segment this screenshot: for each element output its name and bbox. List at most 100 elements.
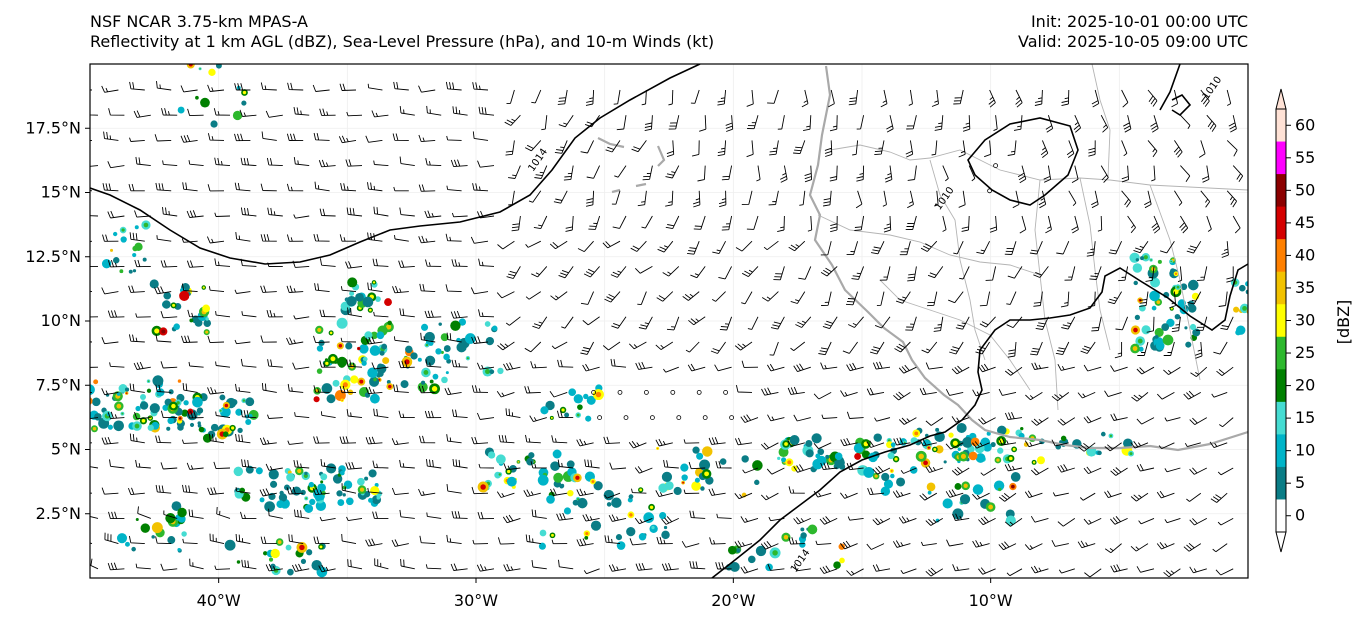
- wind-barb: [524, 341, 542, 353]
- wind-barb: [181, 335, 198, 343]
- wind-barb: [949, 341, 964, 355]
- wind-barb: [556, 512, 574, 521]
- reflectivity-cell: [177, 424, 184, 431]
- reflectivity-cell: [363, 491, 371, 498]
- wind-barb: [1196, 316, 1208, 331]
- wind-barb: [683, 489, 700, 494]
- wind-barb: [735, 384, 753, 393]
- reflectivity-cell: [376, 331, 385, 340]
- country-border-6: [1149, 184, 1201, 381]
- lon-tick-label: 40°W: [197, 591, 241, 610]
- wind-barb: [613, 89, 621, 105]
- reflectivity-cell: [376, 495, 381, 500]
- wind-barb: [1164, 517, 1181, 524]
- wind-barb: [525, 291, 542, 300]
- wind-barb: [1087, 291, 1096, 308]
- wind-barb: [1028, 594, 1043, 602]
- wind-barb: [340, 183, 357, 192]
- wind-barb: [419, 435, 436, 444]
- reflectivity-core: [933, 447, 937, 451]
- colorbar-tick-label: 45: [1295, 213, 1315, 232]
- wind-barb: [829, 165, 838, 182]
- wind-barb: [471, 436, 489, 445]
- wind-barb: [313, 536, 330, 545]
- reflectivity-core: [1143, 255, 1148, 260]
- reflectivity-cell: [147, 424, 154, 431]
- wind-barb: [709, 537, 726, 545]
- reflectivity-cell: [278, 493, 288, 502]
- wind-barb: [260, 285, 277, 293]
- wind-barb: [905, 140, 914, 158]
- colorbar-tick-label: 30: [1295, 311, 1315, 330]
- reflectivity-cell: [315, 500, 327, 511]
- reflectivity-cell: [807, 524, 818, 535]
- wind-barb: [959, 266, 970, 280]
- wind-barb: [471, 385, 489, 393]
- wind-barb: [156, 81, 172, 91]
- wind-barb: [240, 358, 257, 368]
- reflectivity-cell: [1140, 256, 1145, 261]
- wind-barb: [768, 190, 779, 206]
- reflectivity-cell: [362, 296, 374, 308]
- wind-barb: [398, 260, 415, 268]
- wind-barb: [135, 156, 151, 167]
- reflectivity-cell: [741, 455, 749, 463]
- wind-barb: [582, 363, 600, 372]
- reflectivity-cell: [539, 529, 547, 537]
- wind-barb: [1131, 591, 1148, 598]
- wind-barb: [1137, 341, 1149, 356]
- wind-barb: [717, 89, 727, 106]
- wind-barb: [107, 411, 125, 420]
- wind-barb: [394, 235, 409, 242]
- reflectivity-core: [783, 534, 789, 540]
- wind-barb: [662, 266, 680, 277]
- reflectivity-cell: [948, 432, 954, 438]
- reflectivity-cell: [342, 485, 347, 490]
- wind-barb: [445, 284, 462, 293]
- reflectivity-cell: [1233, 306, 1240, 313]
- wind-barb: [900, 568, 917, 575]
- reflectivity-core: [517, 460, 520, 463]
- country-border-4: [1034, 179, 1059, 411]
- reflectivity-cell: [881, 472, 890, 482]
- wind-barb: [181, 238, 198, 243]
- wind-barb: [1024, 490, 1043, 499]
- wind-barb: [871, 241, 885, 255]
- wind-barb: [1226, 89, 1232, 106]
- wind-barb: [289, 589, 304, 594]
- wind-barb: [907, 266, 917, 282]
- wind-barb: [893, 391, 911, 401]
- wind-barb: [630, 240, 647, 252]
- wind-barb: [260, 536, 277, 545]
- wind-barb: [347, 307, 363, 318]
- wind-barb: [477, 160, 495, 168]
- reflectivity-cell: [1134, 314, 1140, 320]
- wind-barb: [446, 484, 462, 494]
- reflectivity-cell: [219, 394, 226, 401]
- wind-barb: [855, 190, 863, 209]
- wind-barb: [128, 285, 145, 293]
- wind-barb: [945, 388, 964, 396]
- wind-barb: [550, 488, 568, 496]
- reflectivity-cell: [270, 548, 280, 559]
- wind-barb: [1145, 266, 1155, 282]
- reflectivity-core: [704, 471, 709, 477]
- wind-barb: [101, 85, 119, 93]
- wind-barb: [634, 517, 653, 525]
- wind-barb: [1163, 341, 1175, 356]
- wind-barb: [107, 310, 125, 318]
- wind-barb: [741, 190, 753, 206]
- reflectivity-core: [1011, 484, 1015, 489]
- wind-barb: [424, 410, 442, 419]
- wind-barb: [1030, 515, 1049, 523]
- wind-barb: [1061, 316, 1076, 330]
- wind-barb: [1156, 392, 1175, 400]
- wind-barb: [90, 558, 99, 570]
- wind-barb: [286, 234, 304, 242]
- calm-wind-marker: [993, 163, 998, 169]
- reflectivity-cell: [626, 526, 636, 537]
- reflectivity-core: [161, 329, 166, 334]
- reflectivity-core: [317, 327, 322, 332]
- wind-barb: [374, 558, 389, 570]
- wind-barb: [451, 510, 468, 519]
